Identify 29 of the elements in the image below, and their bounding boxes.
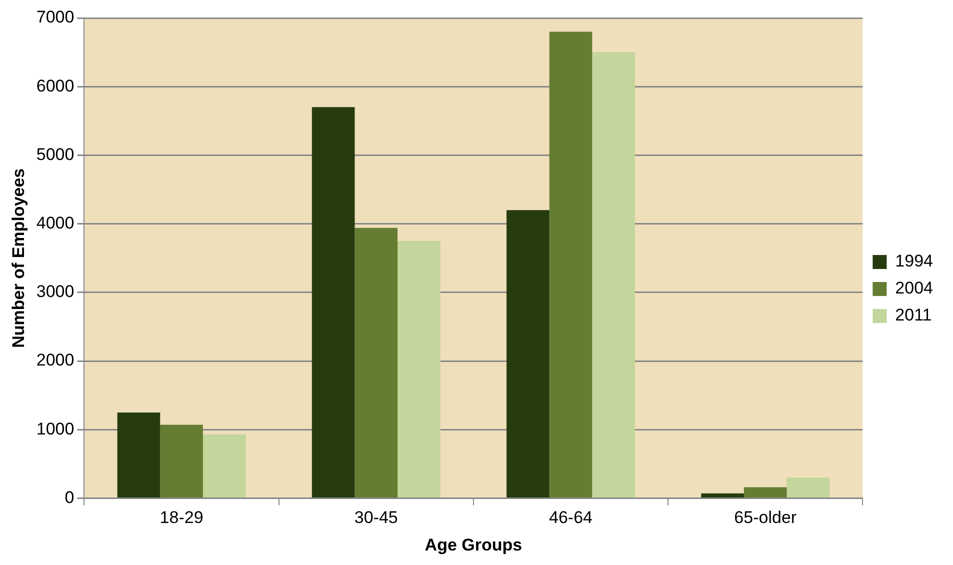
y-tick-label: 1000 <box>36 419 74 438</box>
bar <box>202 434 246 498</box>
y-tick-label: 5000 <box>36 144 74 164</box>
bar <box>117 412 160 498</box>
bar <box>160 424 203 498</box>
y-tick-label: 0 <box>64 488 74 507</box>
y-axis-title: Number of Employees <box>8 168 28 348</box>
legend-label: 1994 <box>895 252 934 271</box>
y-tick-label: 2000 <box>36 350 74 370</box>
y-tick-label: 6000 <box>36 76 74 96</box>
bar <box>744 487 787 498</box>
bar <box>506 210 550 498</box>
bar <box>354 228 398 498</box>
x-tick-label: 65-older <box>734 508 797 528</box>
legend-label: 2004 <box>895 278 934 298</box>
bar <box>592 52 635 498</box>
y-tick-label: 7000 <box>36 8 74 27</box>
bar <box>312 107 355 498</box>
bar <box>786 478 830 498</box>
bar <box>549 32 592 498</box>
bar <box>701 493 744 498</box>
y-tick-label: 4000 <box>36 213 74 232</box>
x-tick-label: 30-45 <box>354 508 398 528</box>
bar <box>398 240 440 498</box>
legend-label: 2011 <box>895 306 932 325</box>
x-tick-label: 18-29 <box>160 508 204 528</box>
x-tick-label: 46-64 <box>549 508 592 528</box>
x-axis-title: Age Groups <box>424 535 522 554</box>
y-tick-label: 3000 <box>36 282 74 302</box>
